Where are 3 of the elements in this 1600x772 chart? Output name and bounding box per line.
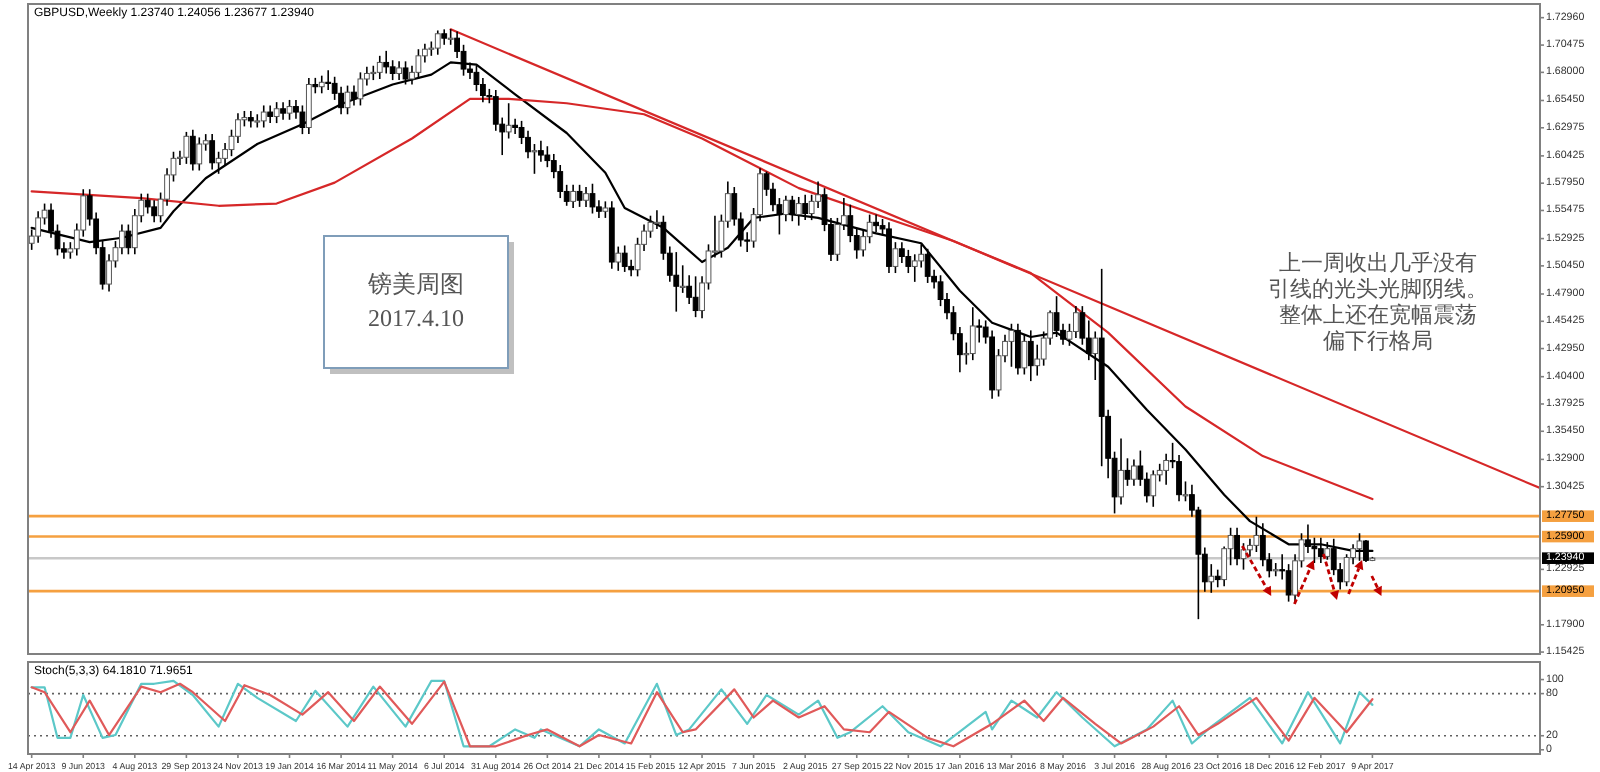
annotation: 上一周收出几乎没有引线的光头光脚阴线。整体上还在宽幅震荡偏下行格局 — [1268, 250, 1488, 354]
annotation: 镑美周图 — [366, 270, 464, 298]
annotation: 2017.4.10 — [368, 304, 464, 332]
